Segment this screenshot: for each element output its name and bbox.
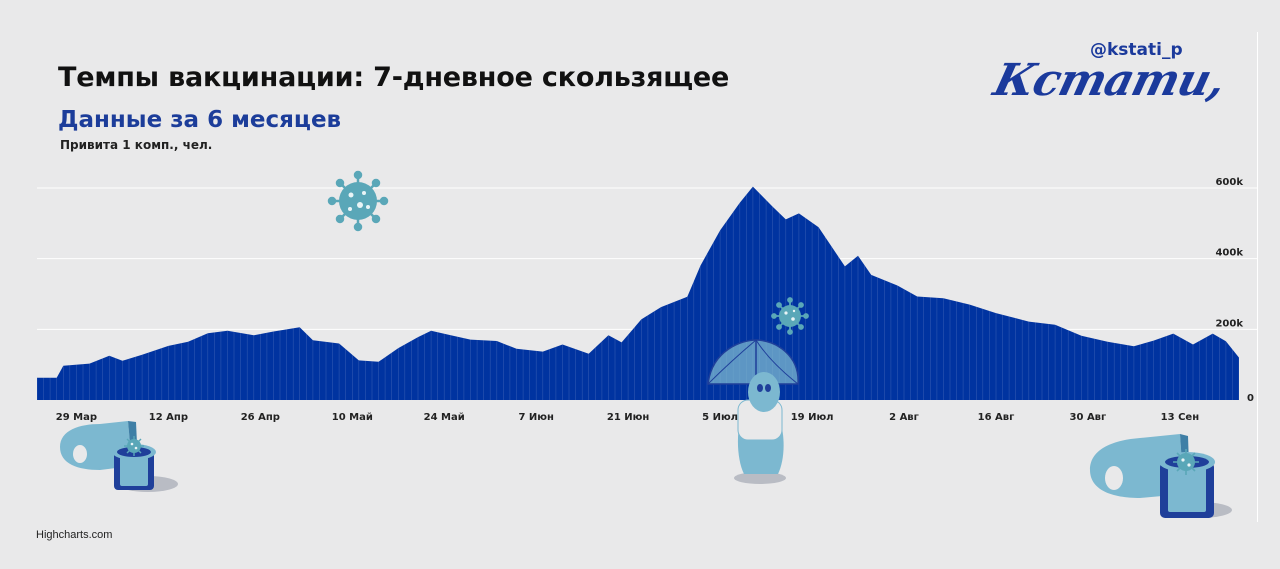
x-tick-label: 21 Июн	[607, 412, 649, 423]
virus-icon	[771, 297, 809, 335]
x-tick-label: 24 Май	[424, 412, 465, 423]
x-tick-label: 26 Апр	[241, 412, 280, 423]
x-tick-label: 16 Авг	[978, 412, 1015, 423]
vaccine-bottle-icon	[60, 421, 178, 492]
vaccine-bottle-icon	[1090, 434, 1232, 518]
y-tick-label: 400k	[1215, 248, 1243, 259]
y-axis-labels: 0 200k 400k 600k	[1215, 177, 1254, 404]
x-tick-label: 30 Авг	[1070, 412, 1107, 423]
virus-icon	[327, 170, 389, 232]
y-tick-label: 0	[1247, 393, 1254, 404]
x-tick-label: 29 Мар	[56, 412, 97, 423]
y-tick-label: 600k	[1215, 177, 1243, 188]
chart-subtitle: Данные за 6 месяцев	[58, 107, 342, 133]
person-umbrella-icon	[707, 339, 799, 484]
x-tick-label: 19 Июл	[791, 412, 834, 423]
y-axis-label: Привита 1 комп., чел.	[60, 138, 213, 152]
grid-lines	[37, 187, 1257, 330]
x-tick-label: 12 Апр	[149, 412, 188, 423]
brand-logo: Кстати,	[988, 55, 1231, 106]
area-series	[37, 186, 1239, 400]
chart-right-border	[1257, 32, 1258, 522]
chart-title: Темпы вакцинации: 7-дневное скользящее	[58, 62, 730, 93]
credits-link[interactable]: Highcharts.com	[36, 529, 113, 541]
x-tick-label: 10 Май	[332, 412, 373, 423]
x-tick-label: 5 Июл	[702, 412, 738, 423]
x-axis-labels: 29 Мар 12 Апр 26 Апр 10 Май 24 Май 7 Июн 21 Ию…	[56, 412, 1199, 423]
y-tick-label: 200k	[1215, 318, 1243, 329]
chart-area	[36, 186, 1240, 400]
x-tick-label: 2 Авг	[889, 412, 919, 423]
x-tick-label: 13 Сен	[1161, 412, 1200, 423]
x-tick-label: 7 Июн	[518, 412, 554, 423]
brand-handle: @kstati_p	[1090, 40, 1183, 60]
